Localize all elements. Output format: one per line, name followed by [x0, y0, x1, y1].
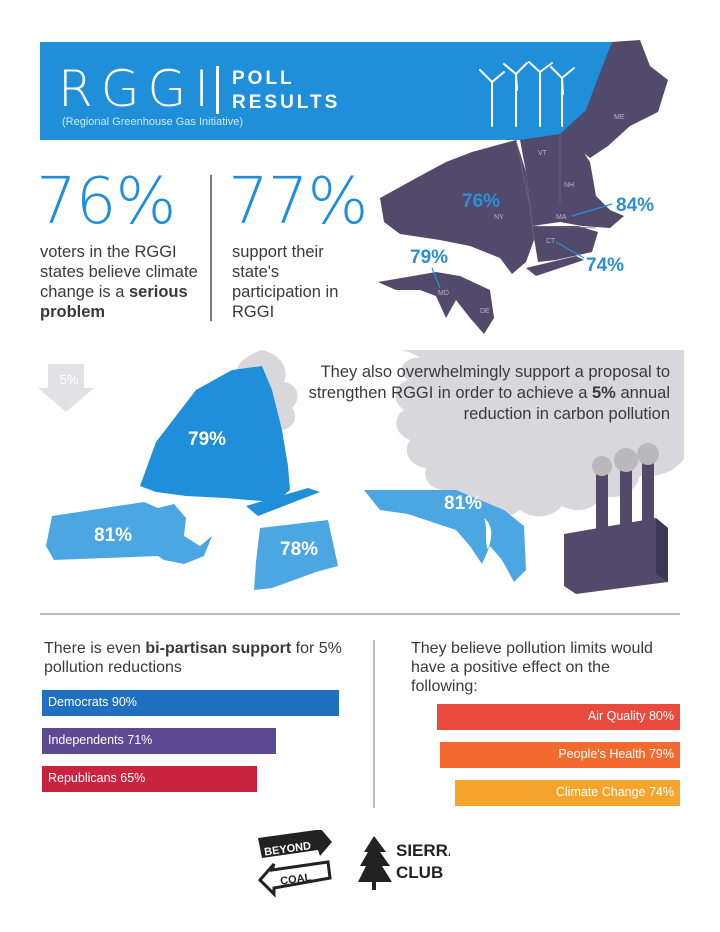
- stat-voters-text-bold: serious problem: [40, 283, 188, 321]
- stat-support-text: support their state's participation in R…: [232, 243, 339, 321]
- logos: BEYOND COAL SIERRA CLUB: [257, 830, 450, 898]
- stats-divider: [210, 175, 212, 321]
- strengthen-text-bold: 5%: [592, 384, 616, 402]
- bar-label: Republicans 65%: [48, 771, 146, 785]
- map-state-ma: [530, 196, 624, 228]
- sierra-club-logo: SIERRA CLUB: [358, 836, 450, 890]
- bipartisan-title-after: for 5% pollution reductions: [44, 640, 342, 676]
- club-text: CLUB: [396, 863, 443, 882]
- state-shape-ny: [140, 366, 290, 502]
- stat-support-percent: 77%: [228, 165, 368, 239]
- map-label-md: 79%: [410, 247, 449, 268]
- title-rggi: RGGI: [58, 60, 217, 118]
- wind-turbines-icon: [479, 61, 575, 127]
- map-state-md: [378, 272, 494, 334]
- abbr-ny: NY: [494, 214, 504, 221]
- state-pct-md: 81%: [444, 493, 483, 514]
- state-pct-ct: 78%: [280, 539, 319, 560]
- arrow-label: 5%: [59, 372, 79, 387]
- map-state-ny: [380, 140, 534, 274]
- map-state-li: [526, 256, 584, 276]
- tree-icon: [358, 836, 392, 890]
- sierra-text: SIERRA: [396, 841, 450, 860]
- bar-republicans: Republicans 65%: [42, 766, 257, 792]
- bipartisan-title-before: There is even: [44, 640, 146, 657]
- abbr-de: DE: [480, 308, 490, 315]
- map-leader-lines: [431, 203, 613, 289]
- strengthen-text-before: They also overwhelmingly support a propo…: [308, 363, 670, 402]
- stat-voters-percent: 76%: [36, 165, 176, 239]
- abbr-ct: CT: [546, 238, 556, 245]
- state-shape-md: [364, 490, 526, 582]
- coal-text: COAL: [279, 871, 312, 887]
- title-divider: [216, 66, 219, 114]
- smoke-cloud: [218, 350, 684, 517]
- factory-icon: [564, 443, 668, 594]
- abbr-ma: MA: [556, 214, 567, 221]
- abbr-nh: NH: [564, 182, 575, 189]
- beyond-coal-logo: BEYOND COAL: [257, 830, 332, 898]
- bipartisan-title-bold: bi-partisan support: [145, 640, 292, 657]
- state-shape-ma: [46, 502, 212, 564]
- state-pct-ma: 81%: [94, 525, 133, 546]
- bar-people-s-health: People's Health 79%: [440, 742, 680, 768]
- bipartisan-chart-title: There is even bi-partisan support for 5%…: [44, 639, 354, 677]
- map-label-ny: 76%: [462, 191, 501, 212]
- bar-label: Climate Change 74%: [555, 785, 674, 799]
- effects-chart-title: They believe pollution limits would have…: [411, 640, 653, 695]
- map-state-me: [580, 40, 668, 158]
- title-poll: POLL: [232, 68, 295, 89]
- cloud-and-states: [38, 350, 684, 594]
- bar-climate-change: Climate Change 74%: [455, 780, 680, 806]
- stat-voters-text-plain: voters in the RGGI states believe climat…: [40, 243, 198, 301]
- abbr-me: ME: [614, 114, 625, 121]
- bar-label: Independents 71%: [48, 733, 153, 747]
- bar-independents: Independents 71%: [42, 728, 276, 754]
- bar-democrats: Democrats 90%: [42, 690, 339, 716]
- bar-label: Democrats 90%: [48, 695, 137, 709]
- abbr-vt: VT: [538, 150, 547, 157]
- bar-air-quality: Air Quality 80%: [437, 704, 680, 730]
- charts-divider: [373, 640, 375, 808]
- bar-label: People's Health 79%: [558, 747, 674, 761]
- state-pct-ny: 79%: [188, 429, 227, 450]
- map-label-ct: 74%: [586, 255, 625, 276]
- stat-voters-text: voters in the RGGI states believe climat…: [40, 242, 210, 322]
- down-arrow-icon: [38, 364, 94, 412]
- title-subtitle: (Regional Greenhouse Gas Initiative): [62, 116, 243, 128]
- map-state-vt-nh: [520, 110, 596, 206]
- map-state-ct: [532, 226, 598, 262]
- title-results: RESULTS: [232, 92, 341, 113]
- bar-label: Air Quality 80%: [587, 709, 674, 723]
- state-shape-ct: [254, 520, 338, 590]
- northeast-states-map: [378, 40, 668, 334]
- state-shape-ny-li: [246, 488, 320, 516]
- strengthen-text: They also overwhelmingly support a propo…: [302, 362, 670, 425]
- strengthen-text-after: annual reduction in carbon pollution: [463, 384, 670, 423]
- abbr-md: MD: [438, 290, 449, 297]
- section-divider: [40, 613, 680, 615]
- map-label-ma: 84%: [616, 195, 655, 216]
